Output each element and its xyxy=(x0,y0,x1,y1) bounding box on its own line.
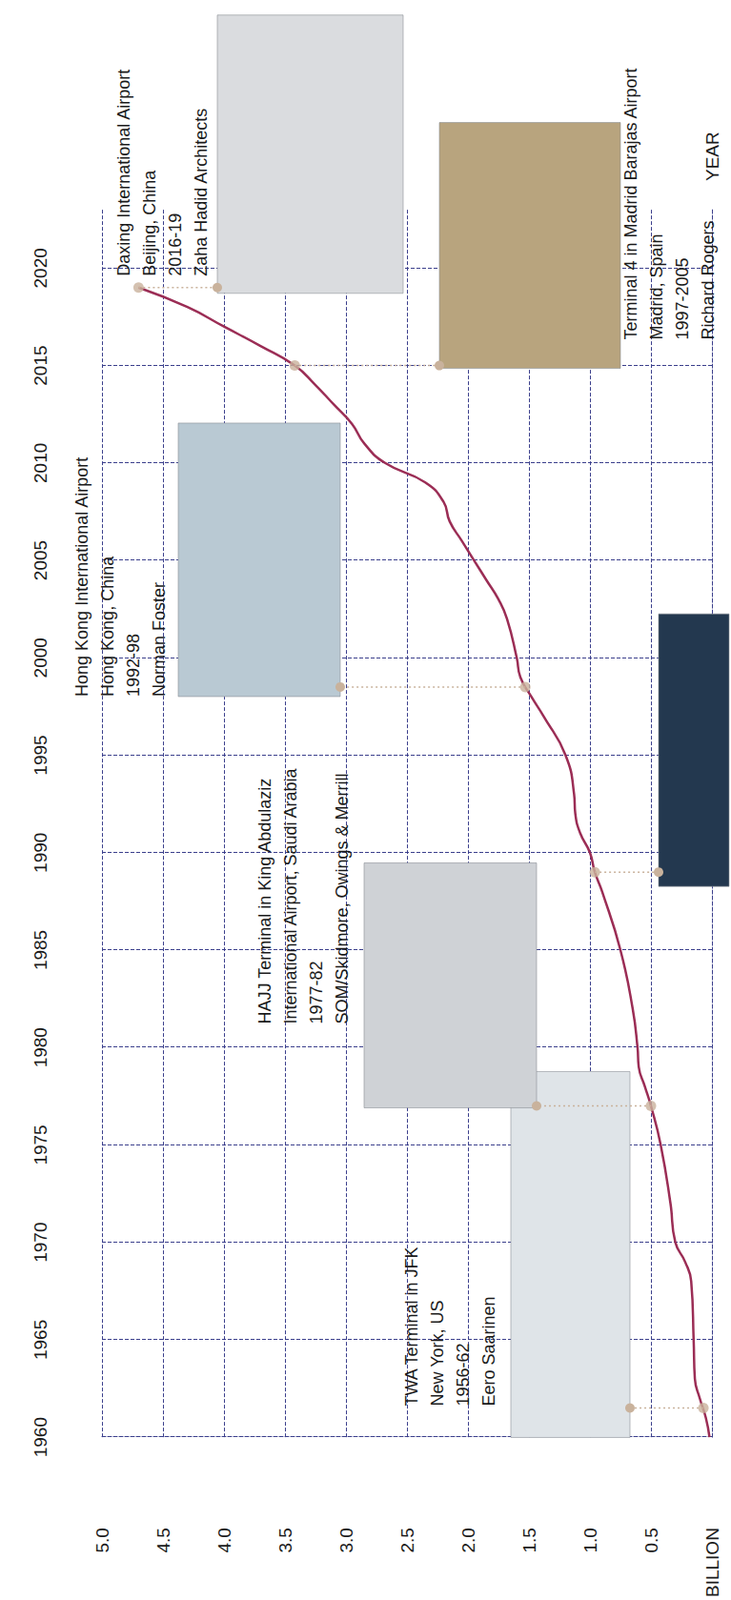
svg-text:1.0: 1.0 xyxy=(580,1527,601,1553)
svg-text:Beijing, China: Beijing, China xyxy=(140,169,160,277)
svg-text:1956-62: 1956-62 xyxy=(453,1342,473,1406)
svg-text:1975: 1975 xyxy=(30,1124,51,1165)
svg-text:New York, US: New York, US xyxy=(427,1299,447,1406)
svg-text:1960: 1960 xyxy=(30,1417,51,1458)
svg-text:2000: 2000 xyxy=(30,637,51,678)
svg-text:1995: 1995 xyxy=(30,734,51,775)
svg-text:Norman Foster: Norman Foster xyxy=(149,582,169,697)
svg-text:1965: 1965 xyxy=(30,1319,51,1361)
svg-text:3.5: 3.5 xyxy=(275,1527,296,1553)
svg-text:1985: 1985 xyxy=(30,930,51,971)
svg-text:Hong Kong, China: Hong Kong, China xyxy=(98,555,118,697)
svg-text:2016-19: 2016-19 xyxy=(165,213,185,277)
svg-text:0.5: 0.5 xyxy=(641,1527,662,1553)
svg-text:5.0: 5.0 xyxy=(92,1527,113,1553)
svg-text:2020: 2020 xyxy=(30,247,51,288)
svg-text:YEAR: YEAR xyxy=(702,131,723,182)
svg-text:3.0: 3.0 xyxy=(336,1527,357,1553)
svg-text:Daxing International Airport: Daxing International Airport xyxy=(114,69,134,277)
svg-text:TWA Terminal in JFK: TWA Terminal in JFK xyxy=(402,1246,422,1406)
svg-text:Zaha Hadid Architects: Zaha Hadid Architects xyxy=(191,108,211,277)
svg-text:Hong Kong International Airpor: Hong Kong International Airport xyxy=(72,457,92,697)
svg-text:2005: 2005 xyxy=(30,540,51,581)
svg-text:Terminal 4 in Madrid Barajas A: Terminal 4 in Madrid Barajas Airport xyxy=(621,67,641,340)
svg-text:2.0: 2.0 xyxy=(458,1527,479,1553)
svg-text:1997-2005: 1997-2005 xyxy=(672,257,692,340)
svg-text:2010: 2010 xyxy=(30,443,51,484)
svg-text:Madrid, Spain: Madrid, Spain xyxy=(647,234,667,341)
svg-text:4.5: 4.5 xyxy=(153,1527,174,1553)
svg-text:1977-82: 1977-82 xyxy=(306,960,326,1024)
svg-text:HAJJ Terminal in King Abdulazi: HAJJ Terminal in King Abdulaziz xyxy=(255,778,275,1025)
svg-text:Eero Saarinen: Eero Saarinen xyxy=(479,1296,499,1406)
svg-text:1980: 1980 xyxy=(30,1027,51,1068)
svg-text:2.5: 2.5 xyxy=(397,1527,418,1553)
svg-text:Richard Rogers: Richard Rogers xyxy=(698,221,718,341)
svg-text:2015: 2015 xyxy=(30,345,51,386)
svg-text:1970: 1970 xyxy=(30,1222,51,1263)
svg-text:1.5: 1.5 xyxy=(519,1527,540,1553)
svg-text:1990: 1990 xyxy=(30,832,51,874)
svg-text:SOM/Skidmore, Owings & Merrill: SOM/Skidmore, Owings & Merrill xyxy=(332,772,352,1024)
svg-text:International Airport, Saudi A: International Airport, Saudi Arabia xyxy=(281,767,301,1024)
svg-text:1992-98: 1992-98 xyxy=(123,633,143,697)
svg-text:BILLION: BILLION xyxy=(702,1527,723,1598)
svg-text:4.0: 4.0 xyxy=(214,1527,235,1553)
